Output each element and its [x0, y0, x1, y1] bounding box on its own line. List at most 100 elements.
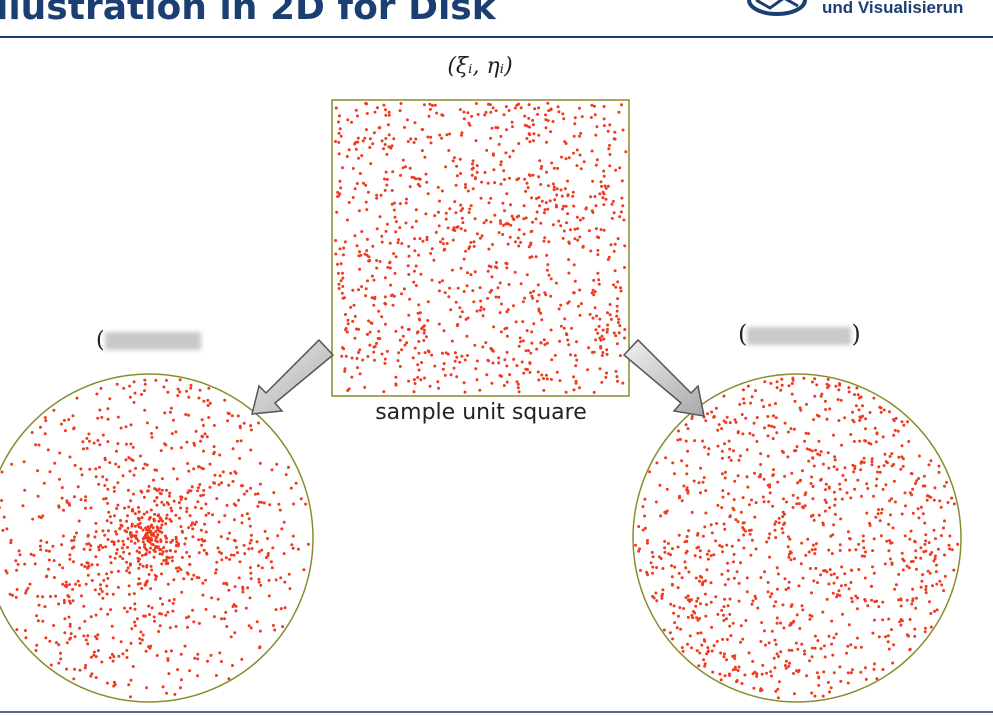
left-disk-point [215, 560, 219, 564]
right-disk-point [929, 459, 933, 463]
square-point [356, 366, 359, 370]
right-disk-point [677, 429, 680, 433]
left-disk-point [113, 556, 117, 560]
right-disk-point [765, 540, 769, 544]
right-disk-point [872, 618, 876, 622]
square-point [608, 164, 612, 168]
square-point [575, 164, 579, 168]
square-point [522, 371, 526, 375]
left-disk-point [178, 516, 181, 520]
right-disk-point [698, 579, 701, 583]
left-disk-point [76, 485, 80, 489]
square-point [478, 236, 482, 240]
right-disk-point [830, 642, 834, 646]
left-disk-point [179, 652, 183, 656]
right-disk-point [783, 512, 786, 516]
right-disk-point [801, 506, 805, 510]
square-point [505, 350, 509, 354]
right-disk-point [720, 506, 724, 510]
square-point [423, 376, 426, 380]
left-disk-point [120, 546, 124, 550]
right-disk-point [812, 418, 816, 422]
left-disk-point [127, 592, 131, 596]
left-disk-point [15, 568, 19, 572]
square-point [513, 240, 517, 244]
square-point [383, 276, 387, 280]
right-disk-point [782, 451, 785, 454]
right-disk-point [755, 674, 759, 678]
right-disk-point [844, 583, 848, 587]
right-disk-point [673, 565, 677, 569]
square-point [572, 151, 575, 155]
right-disk-point [899, 623, 903, 627]
right-disk-point [747, 651, 751, 655]
left-disk-point [197, 396, 201, 400]
left-disk-point [65, 500, 69, 504]
square-point [616, 237, 620, 241]
right-disk-point [936, 547, 940, 551]
left-disk-point [196, 500, 200, 504]
left-disk-point [143, 378, 147, 382]
right-disk-point [671, 547, 674, 551]
right-disk-point [741, 388, 745, 392]
square-point [581, 216, 585, 220]
square-point [442, 362, 446, 366]
right-disk-point [766, 454, 770, 458]
left-disk-point [60, 543, 64, 547]
right-disk-point [889, 541, 893, 545]
left-disk-point [57, 643, 61, 647]
left-disk-point [185, 510, 189, 514]
left-disk-point [114, 552, 118, 555]
right-disk-point [827, 466, 831, 470]
right-disk-point [752, 421, 756, 425]
right-disk-point [790, 382, 794, 385]
left-disk-point [212, 615, 216, 619]
square-point [547, 240, 551, 244]
square-point [456, 225, 460, 229]
square-point [491, 153, 495, 157]
square-point [382, 390, 386, 394]
right-disk-point [838, 487, 842, 491]
right-disk-point [937, 470, 941, 474]
right-disk-point [860, 554, 864, 558]
left-disk-point [37, 603, 41, 607]
left-disk-point [149, 546, 152, 550]
square-point [353, 142, 357, 146]
left-disk-point [224, 610, 228, 614]
right-disk-point [768, 532, 772, 536]
left-disk-point [104, 497, 108, 500]
left-disk-point [189, 383, 193, 387]
square-point [387, 113, 391, 117]
right-disk-point [807, 459, 811, 463]
square-point [345, 155, 349, 158]
left-disk-point [204, 578, 208, 582]
right-disk-point [901, 464, 905, 468]
right-disk-point [890, 497, 893, 501]
right-disk-point [723, 442, 726, 446]
square-point [519, 340, 523, 344]
square-point [442, 329, 446, 333]
left-disk-point [106, 576, 110, 580]
left-disk-point [262, 501, 266, 505]
left-disk-point [206, 404, 210, 407]
right-disk-point [686, 427, 690, 431]
square-point [424, 335, 428, 339]
left-disk-point [116, 415, 120, 419]
left-disk-point [118, 527, 122, 531]
right-disk-point [813, 377, 817, 381]
square-point [557, 219, 561, 223]
right-disk-point [819, 477, 823, 481]
square-point [498, 219, 502, 223]
square-point [358, 348, 362, 352]
right-disk-point [844, 478, 848, 482]
left-disk-point [177, 542, 181, 546]
left-disk-point [114, 462, 118, 466]
left-disk-point [155, 503, 159, 507]
left-disk-point [89, 506, 93, 510]
square-point [614, 285, 618, 289]
square-point [383, 322, 387, 326]
left-disk-point [141, 467, 145, 470]
right-disk-point [817, 513, 821, 517]
left-disk-point [96, 439, 100, 442]
right-disk-point [919, 556, 923, 560]
